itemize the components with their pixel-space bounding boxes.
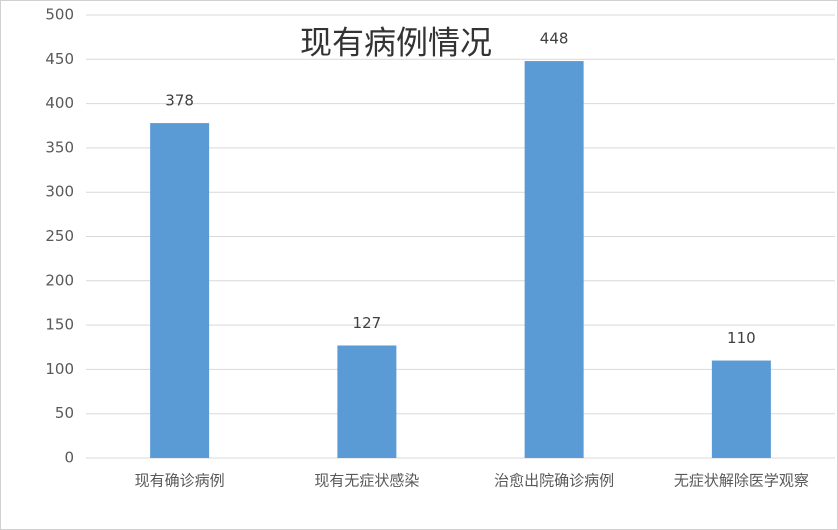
value-label: 110 [727, 329, 756, 347]
y-tick-label: 350 [45, 138, 74, 156]
y-tick-label: 250 [45, 227, 74, 245]
x-tick-label: 治愈出院确诊病例 [494, 472, 614, 490]
y-tick-label: 500 [45, 6, 74, 24]
value-label: 127 [353, 314, 382, 332]
y-tick-label: 200 [45, 271, 74, 289]
x-tick-label: 无症状解除医学观察 [674, 472, 809, 490]
chart-title: 现有病例情况 [300, 24, 492, 62]
value-label: 448 [540, 30, 569, 48]
y-tick-label: 300 [45, 183, 74, 201]
bar [337, 345, 397, 458]
x-tick-label: 现有无症状感染 [314, 472, 419, 490]
y-tick-label: 400 [45, 94, 74, 112]
y-tick-label: 0 [64, 449, 74, 467]
x-tick-label: 现有确诊病例 [135, 472, 225, 490]
value-label: 378 [165, 92, 194, 110]
y-tick-label: 50 [55, 404, 74, 422]
y-tick-label: 150 [45, 316, 74, 334]
y-tick-label: 100 [45, 360, 74, 378]
bar [524, 61, 584, 459]
bar [711, 360, 771, 458]
bar [150, 123, 210, 458]
y-tick-label: 450 [45, 50, 74, 68]
